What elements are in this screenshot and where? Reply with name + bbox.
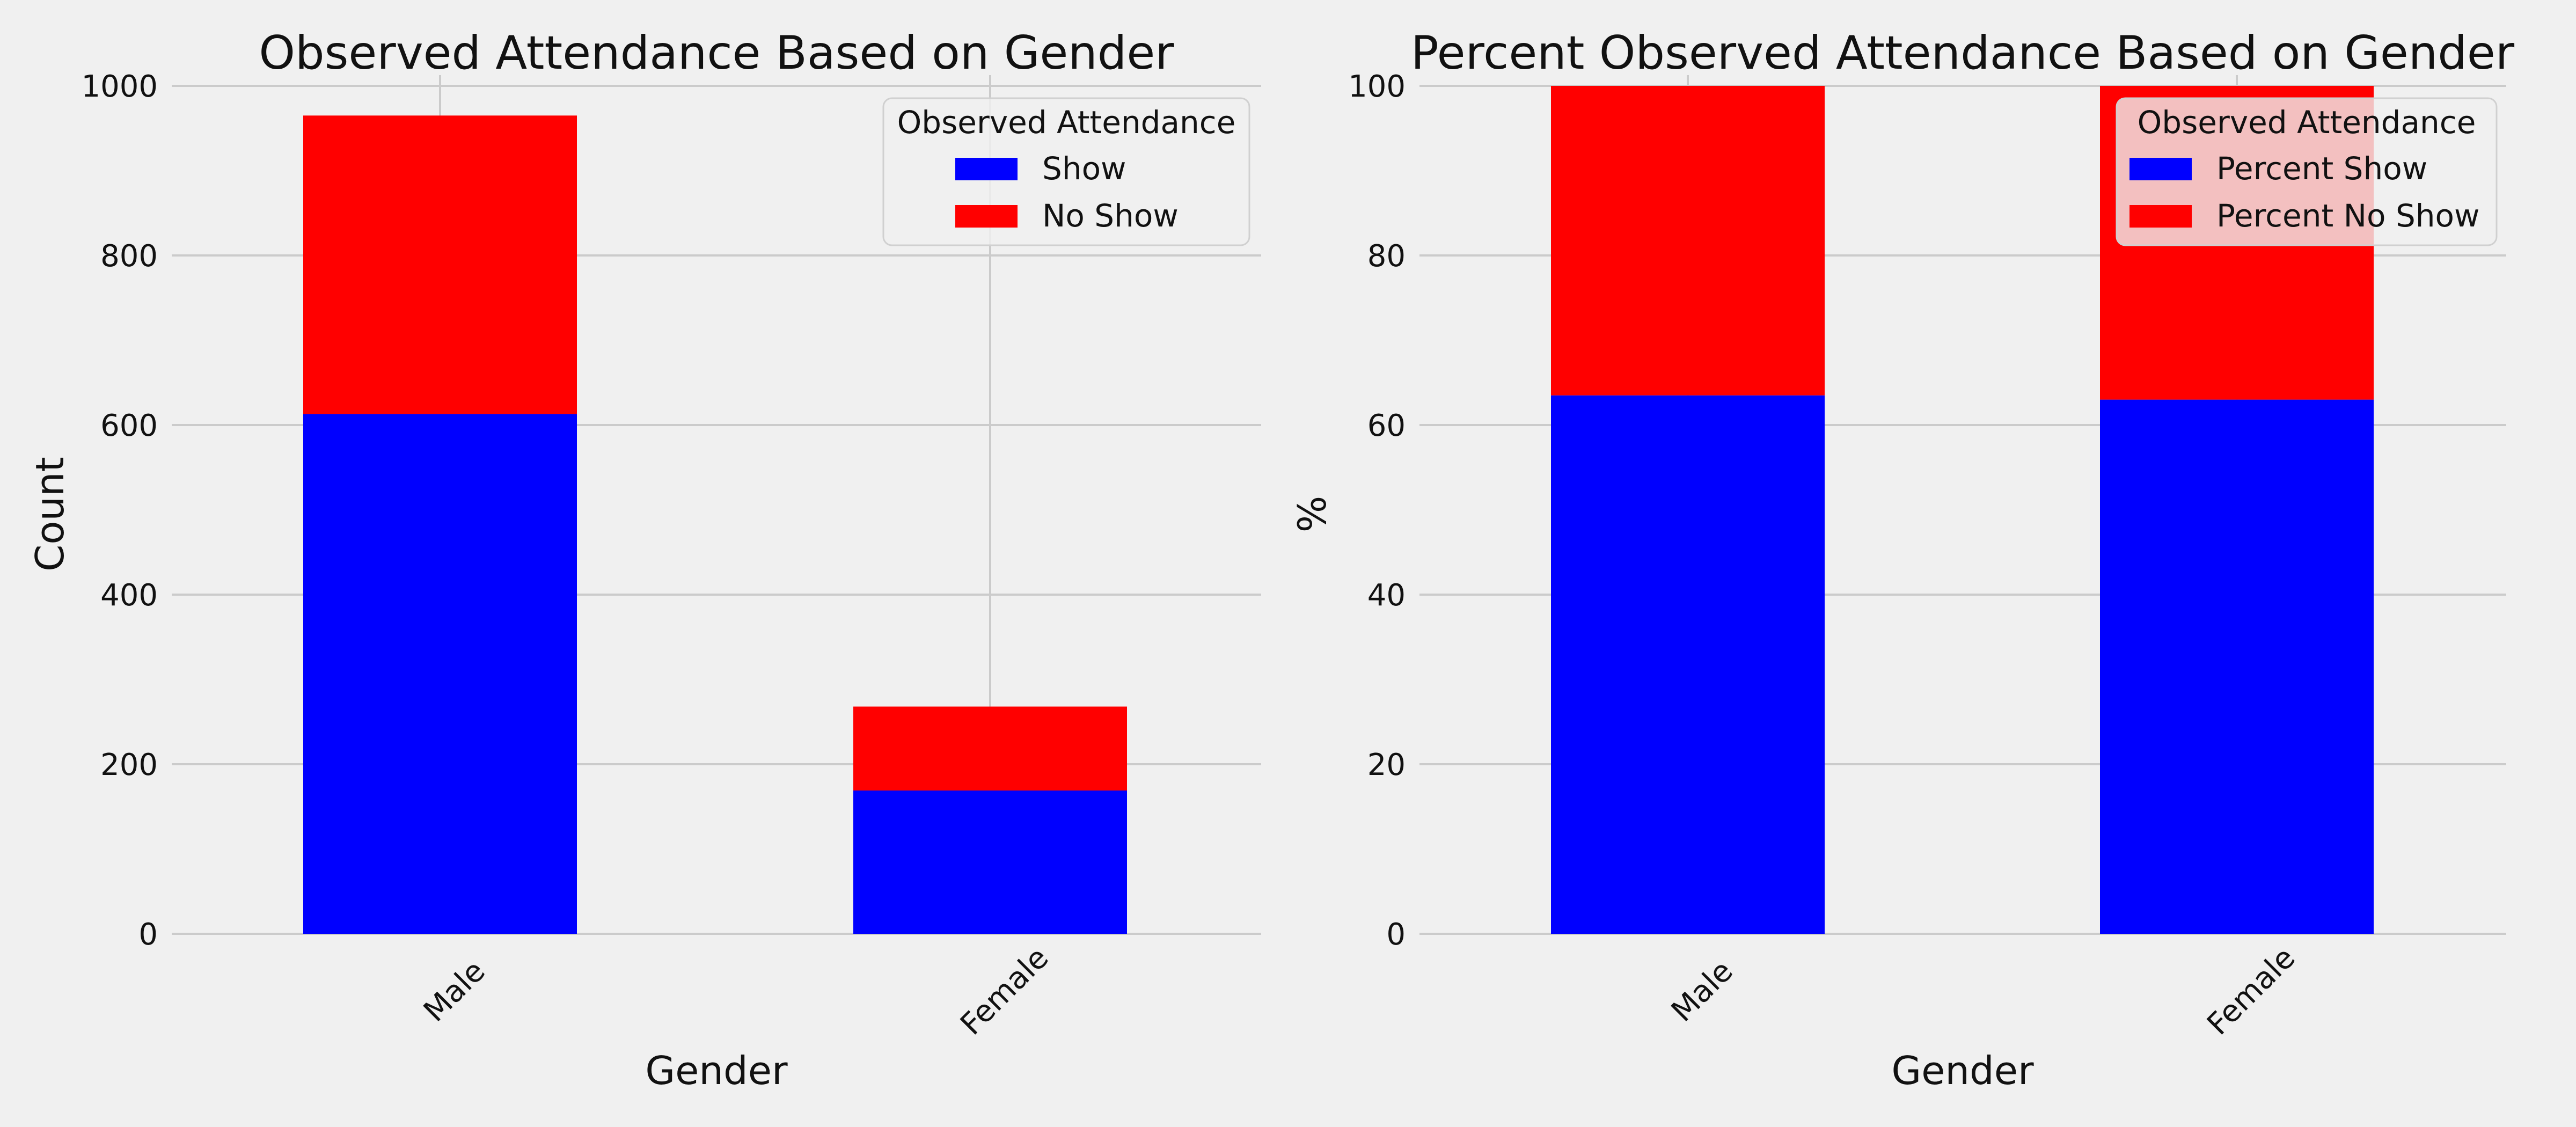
y-tick-label: 200 [100, 748, 158, 782]
legend-title: Observed Attendance [897, 104, 1236, 141]
y-tick-label: 600 [100, 408, 158, 443]
y-axis-label: Count [27, 457, 72, 572]
x-axis-label: Gender [1891, 1048, 2034, 1093]
y-tick-label: 60 [1367, 408, 1406, 443]
x-tick-label: Male [1665, 954, 1740, 1029]
chart-title: Percent Observed Attendance Based on Gen… [1411, 26, 2515, 80]
legend-label-no-show: No Show [1042, 197, 1179, 234]
chart-title: Observed Attendance Based on Gender [259, 26, 1174, 80]
bar-no-show-female [853, 706, 1127, 791]
bar-show-female [853, 790, 1127, 934]
x-tick-label: Male [417, 954, 492, 1029]
legend-title: Observed Attendance [2138, 104, 2476, 141]
y-tick-label: 100 [1348, 69, 1406, 104]
legend-swatch-percent-no-show [2129, 205, 2192, 228]
legend-label-percent-no-show: Percent No Show [2216, 197, 2479, 234]
legend-label-percent-show: Percent Show [2216, 150, 2427, 187]
percent-chart-panel: Percent Observed Attendance Based on Gen… [1290, 26, 2515, 1093]
bar-percent-show-female [2100, 399, 2374, 934]
legend-swatch-percent-show [2129, 158, 2192, 180]
bar-percent-no-show-male [1551, 86, 1825, 396]
x-tick-label: Female [954, 940, 1055, 1042]
x-axis-label: Gender [645, 1048, 788, 1093]
legend: Observed Attendance Show No Show [882, 97, 1250, 246]
y-tick-label: 400 [100, 578, 158, 613]
legend: Observed Attendance Percent Show Percent… [2116, 97, 2498, 246]
bar-percent-show-male [1551, 395, 1825, 934]
y-tick-label: 1000 [81, 69, 158, 104]
y-tick-label: 80 [1367, 239, 1406, 274]
y-tick-label: 800 [100, 239, 158, 274]
legend-swatch-show [955, 158, 1018, 180]
bar-show-male [303, 414, 577, 934]
x-tick-label: Female [2200, 940, 2302, 1042]
legend-box [2116, 97, 2498, 246]
y-tick-label: 40 [1367, 578, 1406, 613]
bar-no-show-male [303, 115, 577, 414]
legend-label-show: Show [1042, 150, 1126, 187]
y-tick-label: 0 [1386, 917, 1406, 952]
count-chart-panel: Observed Attendance Based on Gender 0 200… [27, 26, 1261, 1093]
y-tick-label: 0 [138, 917, 158, 952]
y-tick-label: 20 [1367, 748, 1406, 782]
y-axis-label: % [1290, 496, 1335, 532]
legend-swatch-no-show [955, 205, 1018, 228]
